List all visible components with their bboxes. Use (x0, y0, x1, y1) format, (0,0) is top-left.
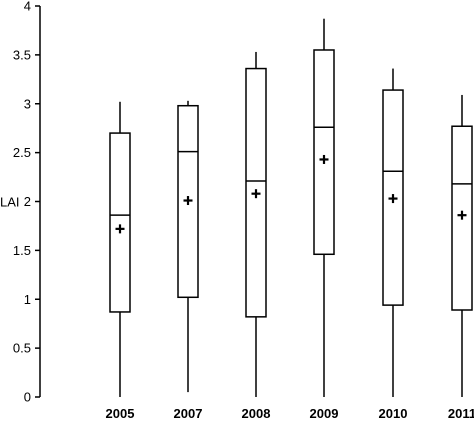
y-tick-label: 1.5 (13, 243, 31, 258)
box-2011 (451, 94, 473, 397)
y-tick-label: 1 (24, 292, 31, 307)
x-tick-label: 2009 (310, 406, 339, 421)
y-tick-label: 3 (24, 96, 31, 111)
y-tick-label: 4 (24, 0, 31, 14)
x-tick-labels: 2005 2007 2008 2009 2010 2011 (106, 406, 474, 421)
y-tick-label: 2.5 (13, 145, 31, 160)
box-iqr (313, 49, 335, 256)
box-2010 (382, 68, 404, 397)
y-tick-label: 2 (24, 194, 31, 209)
box-2008 (245, 51, 267, 397)
y-tick-label: 0 (24, 390, 31, 405)
x-tick-label: 2011 (448, 406, 474, 421)
x-tick-label: 2007 (174, 406, 203, 421)
y-tick-label: 3.5 (13, 47, 31, 62)
x-tick-label: 2008 (242, 406, 271, 421)
y-axis-label: LAI (0, 195, 20, 210)
box-iqr (109, 132, 131, 313)
box-2009 (313, 18, 335, 397)
x-tick-label: 2005 (106, 406, 135, 421)
box-2007 (177, 100, 199, 393)
y-ticks: 0 0.5 1 1.5 2 2.5 3 3.5 4 (13, 0, 40, 405)
y-tick-label: 0.5 (13, 341, 31, 356)
y-axis: 0 0.5 1 1.5 2 2.5 3 3.5 4 (13, 0, 41, 405)
box-2005 (109, 101, 131, 397)
boxes (109, 18, 473, 397)
x-tick-label: 2010 (379, 406, 408, 421)
